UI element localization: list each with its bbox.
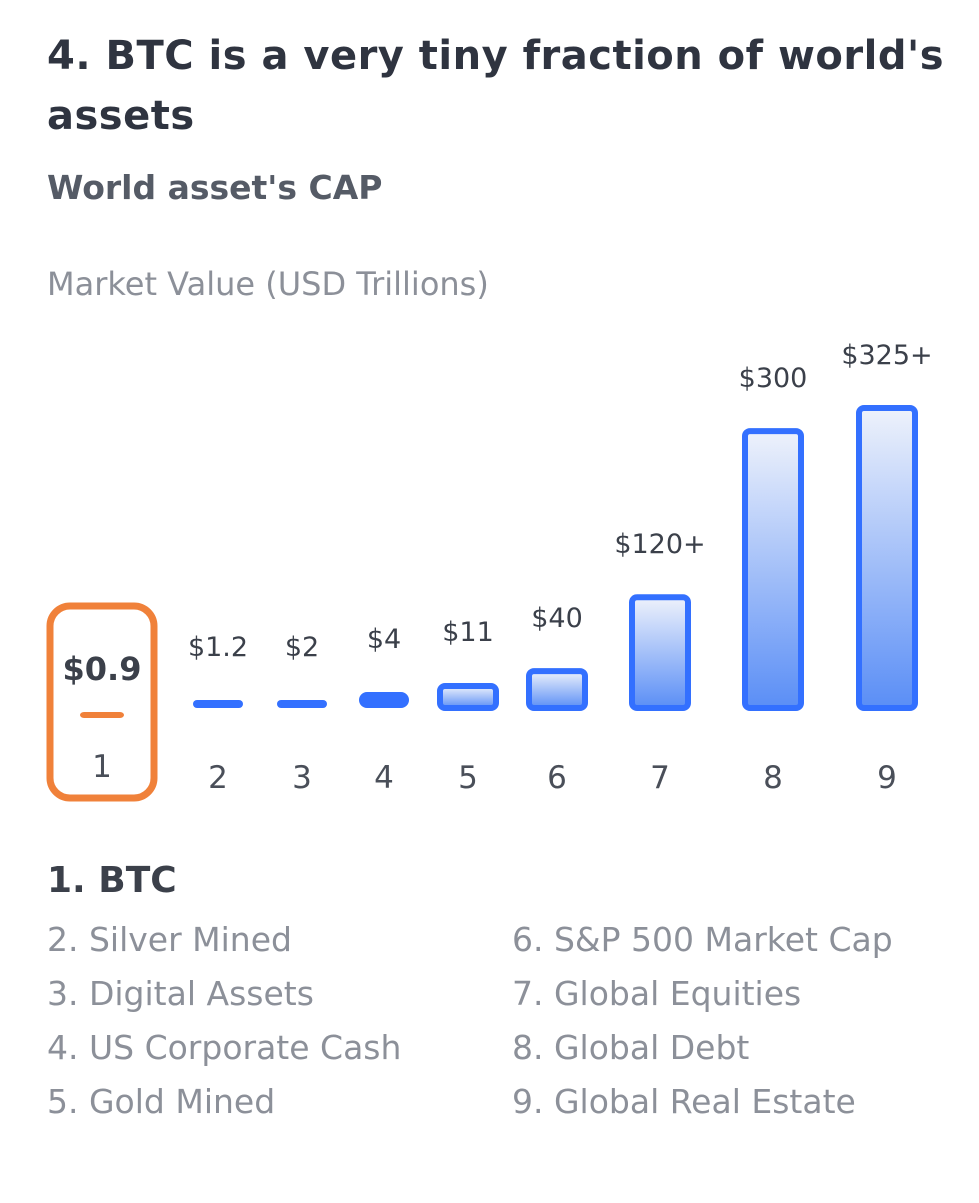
- legend-title: 1. BTC: [47, 860, 177, 901]
- bar-5: [437, 683, 499, 711]
- value-label-6: $40: [531, 603, 583, 634]
- legend-item-global-equities: 7. Global Equities: [512, 974, 802, 1013]
- legend-item-global-debt: 8. Global Debt: [512, 1028, 750, 1067]
- value-label-1: $0.9: [63, 650, 142, 688]
- value-label-4: $4: [367, 624, 401, 655]
- btc-highlight-box: [46, 602, 158, 802]
- bar-3: [277, 700, 327, 708]
- value-label-7: $120+: [614, 529, 705, 560]
- category-label-5: 5: [458, 760, 478, 796]
- legend-item-silver-mined: 2. Silver Mined: [47, 920, 292, 959]
- y-axis-label: Market Value (USD Trillions): [47, 265, 489, 303]
- bar-2: [193, 700, 243, 708]
- legend: 1. BTC 2. Silver Mined 6. S&P 500 Market…: [47, 855, 967, 1129]
- bar-4: [359, 692, 409, 708]
- legend-item-us-corporate-cash: 4. US Corporate Cash: [47, 1028, 402, 1067]
- category-label-4: 4: [374, 760, 394, 796]
- legend-item-sp500-market-cap: 6. S&P 500 Market Cap: [512, 920, 893, 959]
- value-label-8: $300: [739, 363, 808, 394]
- category-label-1: 1: [92, 749, 112, 785]
- category-label-9: 9: [877, 760, 897, 796]
- bar-8: [742, 428, 804, 711]
- section-title: 4. BTC is a very tiny fraction of world'…: [47, 33, 945, 139]
- legend-item-gold-mined: 5. Gold Mined: [47, 1082, 276, 1121]
- chart-title: World asset's CAP: [47, 168, 383, 207]
- category-label-3: 3: [292, 760, 312, 796]
- value-label-3: $2: [285, 632, 319, 663]
- value-label-9: $325+: [841, 340, 932, 371]
- bar-chart: $0.9 1 $1.2 2 $2 3 $4 4 $11 5 $40 6 $120+ 7 $300 8 $325+…: [46, 340, 933, 802]
- bar-9: [856, 405, 918, 711]
- category-label-7: 7: [650, 760, 670, 796]
- category-label-2: 2: [208, 760, 228, 796]
- legend-grid: 2. Silver Mined 6. S&P 500 Market Cap 3.…: [47, 913, 967, 1129]
- legend-item-digital-assets: 3. Digital Assets: [47, 974, 314, 1013]
- legend-item-global-real-estate: 9. Global Real Estate: [512, 1082, 856, 1121]
- value-label-5: $11: [442, 617, 494, 648]
- category-label-6: 6: [547, 760, 567, 796]
- value-label-2: $1.2: [188, 632, 248, 663]
- bar-7: [629, 594, 691, 712]
- category-label-8: 8: [763, 760, 783, 796]
- bar-6: [526, 668, 588, 712]
- bar-1: [80, 712, 124, 718]
